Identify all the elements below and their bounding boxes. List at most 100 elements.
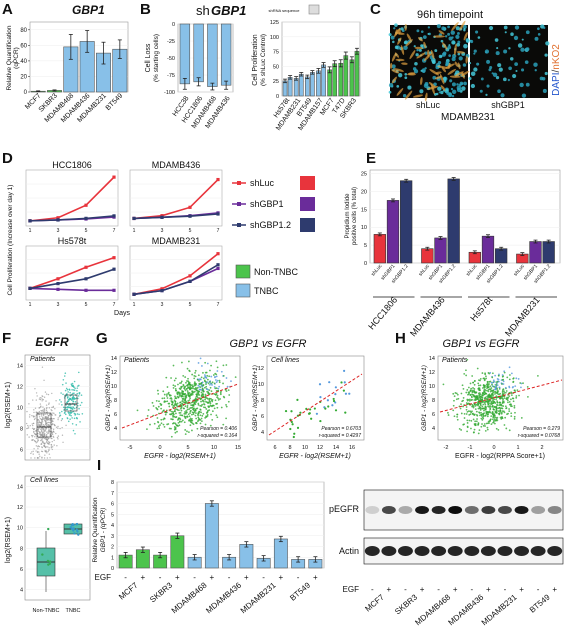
nucleus bbox=[507, 78, 511, 82]
scatter-point bbox=[163, 417, 166, 420]
x-tick-label: MDAMB231 bbox=[239, 580, 278, 615]
scatter-point bbox=[472, 418, 475, 421]
scatter-point bbox=[501, 374, 504, 376]
scatter-point bbox=[170, 435, 173, 438]
jitter-point bbox=[39, 437, 42, 439]
scatter-point bbox=[472, 387, 474, 389]
scatter-point bbox=[173, 415, 176, 418]
scatter-point bbox=[498, 373, 500, 376]
nucleus bbox=[470, 83, 476, 89]
jitter-point bbox=[32, 427, 34, 430]
tick-label: 1 bbox=[133, 228, 136, 234]
jitter-point bbox=[54, 408, 56, 410]
bar bbox=[529, 241, 542, 264]
series-point bbox=[112, 267, 116, 271]
scatter-point bbox=[327, 405, 330, 408]
jitter-point bbox=[69, 404, 72, 406]
scatter-point bbox=[189, 424, 192, 427]
scatter-point bbox=[204, 406, 207, 409]
scatter-point bbox=[174, 400, 177, 403]
jitter-point bbox=[68, 411, 71, 414]
jitter-point bbox=[37, 421, 39, 423]
scatter-point bbox=[536, 375, 539, 377]
scatter-point bbox=[477, 384, 480, 387]
inset-image bbox=[308, 4, 320, 15]
jitter-point bbox=[47, 432, 49, 435]
legend-marker bbox=[237, 223, 241, 227]
egf-sign: - bbox=[404, 585, 407, 594]
cell-body bbox=[401, 62, 408, 65]
cell-body bbox=[389, 62, 393, 69]
nucleus bbox=[489, 65, 493, 70]
tick-label: 0 bbox=[111, 566, 114, 572]
jitter-point bbox=[48, 442, 50, 444]
cell-body bbox=[465, 55, 468, 64]
scatter-point bbox=[495, 411, 498, 414]
scatter-point bbox=[494, 416, 497, 419]
scatter-point bbox=[189, 410, 192, 413]
nucleus bbox=[525, 30, 530, 35]
jitter-point bbox=[57, 427, 59, 429]
scatter-point bbox=[204, 423, 207, 426]
scatter-point bbox=[178, 417, 181, 420]
jitter-point bbox=[55, 426, 58, 428]
nucleus bbox=[497, 89, 501, 94]
scatter-point bbox=[215, 387, 218, 390]
scatter-point bbox=[477, 403, 480, 406]
jitter-point bbox=[72, 385, 74, 387]
nucleus bbox=[418, 48, 422, 52]
jitter-point bbox=[43, 428, 45, 431]
scatter-point bbox=[209, 369, 211, 372]
jitter-point bbox=[35, 442, 37, 444]
scatter-point bbox=[216, 394, 219, 397]
scatter-point bbox=[481, 387, 484, 389]
bar bbox=[310, 72, 315, 97]
blot-strip-pegfr bbox=[363, 489, 564, 531]
scatter-point bbox=[216, 396, 218, 399]
scatter-point bbox=[214, 387, 217, 390]
scatter-point bbox=[172, 411, 175, 413]
cell-body bbox=[395, 29, 398, 36]
series-point bbox=[216, 266, 220, 271]
blot-band bbox=[431, 506, 446, 514]
series-point bbox=[84, 203, 88, 207]
jitter-point bbox=[41, 457, 43, 459]
scatter-point bbox=[206, 411, 209, 414]
legend-swatch bbox=[300, 218, 315, 232]
jitter-point bbox=[39, 417, 42, 420]
scatter-point bbox=[334, 393, 337, 396]
jitter-point bbox=[59, 427, 61, 430]
jitter-point bbox=[61, 410, 63, 413]
jitter-point bbox=[40, 429, 43, 432]
cell-body bbox=[440, 85, 446, 91]
cell-body bbox=[456, 51, 465, 54]
scatter-point bbox=[471, 405, 474, 408]
jitter-point bbox=[72, 398, 75, 400]
scatter-point bbox=[186, 367, 189, 370]
jitter-point bbox=[48, 403, 50, 406]
scatter-point bbox=[495, 398, 497, 401]
scatter-point bbox=[489, 402, 491, 405]
jitter-point bbox=[44, 437, 46, 439]
scatter-point bbox=[471, 398, 473, 401]
scatter-point bbox=[172, 413, 175, 416]
nucleus bbox=[394, 23, 398, 27]
nucleus bbox=[423, 83, 429, 89]
jitter-point bbox=[52, 423, 54, 425]
panel-label-A: A bbox=[2, 1, 13, 18]
scatter-point bbox=[491, 418, 494, 421]
series-line bbox=[29, 256, 115, 290]
jitter-point bbox=[32, 453, 34, 455]
scatter-point bbox=[183, 387, 185, 390]
scatter-point bbox=[498, 406, 501, 409]
nucleus bbox=[393, 27, 396, 30]
cell-body bbox=[453, 43, 457, 56]
scatter-point bbox=[478, 388, 481, 391]
scatter-point bbox=[166, 386, 169, 388]
scatter-point bbox=[293, 432, 296, 435]
scatter-point bbox=[493, 422, 496, 425]
scatter-point bbox=[467, 391, 470, 394]
scatter-point bbox=[215, 375, 218, 378]
scatter-point bbox=[174, 397, 177, 400]
scatter-point bbox=[482, 417, 485, 420]
